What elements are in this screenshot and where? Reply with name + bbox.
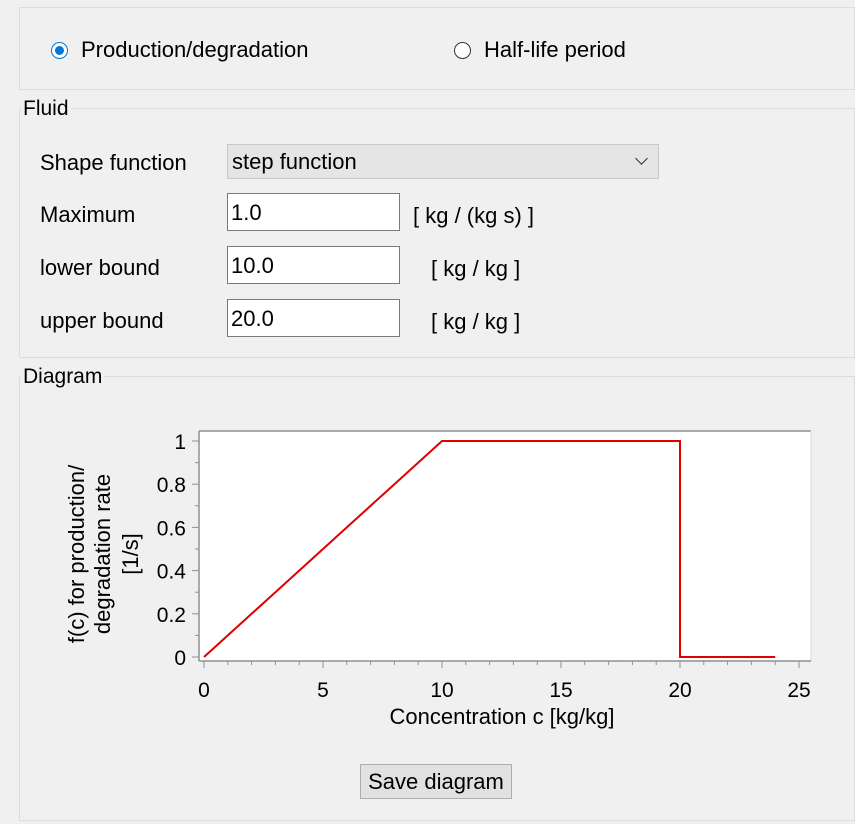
series-line (203, 440, 776, 658)
y-tick-label-2: 0.4 (157, 561, 187, 584)
radio-production[interactable]: Production/degradation (51, 37, 309, 63)
save-diagram-button[interactable]: Save diagram (360, 764, 512, 799)
radio-half-life[interactable]: Half-life period (454, 37, 626, 63)
y-tick-label-1: 0.2 (157, 604, 186, 627)
y-axis-label-line-2: degradation rate (90, 474, 115, 634)
radio-half-life-label: Half-life period (484, 37, 626, 62)
upper-bound-input[interactable]: 20.0 (227, 299, 400, 337)
maximum-unit: [ kg / (kg s) ] (413, 203, 535, 228)
x-tick-label-4: 20 (668, 679, 691, 702)
maximum-label: Maximum (40, 202, 136, 227)
y-tick-label-4: 0.8 (157, 474, 186, 497)
diagram-group-title: Diagram (21, 365, 105, 389)
y-tick-label-5: 1 (174, 431, 186, 454)
x-tick-label-5: 25 (787, 679, 810, 702)
y-tick-label-0: 0 (174, 647, 186, 670)
x-tick-label-2: 10 (430, 679, 453, 702)
radio-production-label: Production/degradation (81, 37, 309, 62)
y-axis-label-line-3: [1/s] (118, 533, 143, 575)
radio-production-indicator[interactable] (51, 41, 68, 59)
upper-bound-label: upper bound (40, 308, 164, 333)
y-axis-label-line-1: f(c) for production/ (64, 464, 89, 643)
lower-bound-label: lower bound (40, 255, 160, 280)
x-tick-label-0: 0 (198, 679, 210, 702)
lower-bound-input[interactable]: 10.0 (227, 246, 400, 284)
shape-function-value: step function (232, 149, 357, 174)
radio-half-life-indicator[interactable] (454, 41, 471, 59)
plot-area (199, 431, 811, 661)
maximum-input[interactable]: 1.0 (227, 193, 400, 231)
lower-bound-unit: [ kg / kg ] (431, 256, 521, 281)
x-tick-label-1: 5 (317, 679, 329, 702)
x-tick-label-3: 15 (549, 679, 572, 702)
y-tick-label-3: 0.6 (157, 517, 186, 540)
x-axis-label: Concentration c [kg/kg] (389, 704, 614, 729)
upper-bound-unit: [ kg / kg ] (431, 309, 521, 334)
shape-function-select[interactable]: step function (227, 144, 659, 179)
shape-function-label: Shape function (40, 150, 187, 175)
fluid-group-title: Fluid (21, 97, 71, 121)
